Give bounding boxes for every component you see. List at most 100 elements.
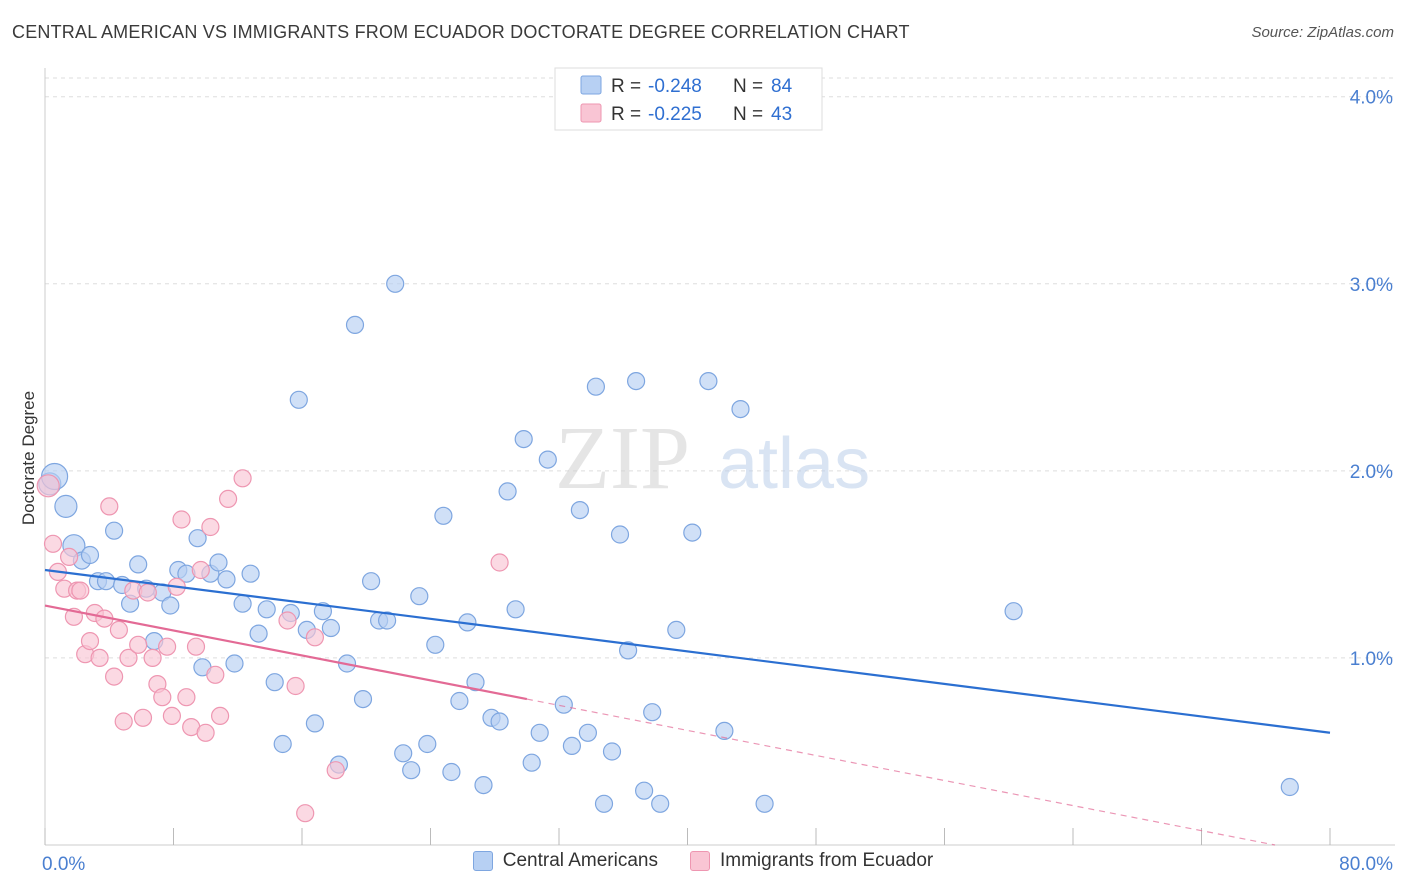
point-ecuador [59, 547, 79, 567]
y-tick-label: 3.0% [1350, 275, 1393, 296]
watermark-zip: ZIP [555, 409, 690, 508]
point-ecuador [296, 804, 315, 823]
point-central-american [699, 372, 718, 391]
point-central-american [755, 794, 774, 813]
point-central-american [570, 501, 590, 520]
point-ecuador [196, 723, 215, 742]
point-central-american [225, 654, 244, 673]
point-central-american [313, 602, 332, 621]
watermark-atlas: atlas [718, 424, 870, 504]
trend-line-ecuador-extension [526, 698, 1276, 846]
point-central-american [626, 372, 646, 391]
point-central-american [394, 744, 413, 763]
legend-n-value-2: 43 [771, 104, 792, 125]
point-central-american [233, 594, 252, 613]
point-central-american [538, 450, 557, 469]
point-ecuador [158, 637, 177, 656]
point-ecuador [177, 688, 196, 707]
point-ecuador [278, 611, 297, 630]
point-ecuador [143, 648, 162, 668]
point-central-american [522, 753, 541, 772]
legend-label-central-americans: Central Americans [502, 850, 658, 871]
legend-n-label-2: N = [733, 104, 763, 125]
y-axis-label: Doctorate Degree [19, 391, 38, 525]
point-ecuador [138, 583, 157, 602]
point-central-american [241, 564, 260, 583]
point-central-american [321, 618, 340, 638]
point-central-american [54, 494, 78, 518]
x-tick-label: 0.0% [42, 854, 85, 875]
point-ecuador [233, 469, 252, 488]
point-central-american [466, 673, 485, 692]
point-central-american [530, 723, 549, 742]
point-central-american [506, 600, 525, 619]
point-central-american [715, 721, 734, 741]
chart-title: CENTRAL AMERICAN VS IMMIGRANTS FROM ECUA… [12, 22, 910, 42]
point-central-american [651, 794, 670, 813]
legend-r-label-2: R = [611, 104, 641, 125]
point-ecuador [219, 489, 238, 508]
point-ecuador [211, 706, 230, 726]
point-ecuador [104, 667, 124, 686]
point-central-american [490, 712, 509, 731]
point-ecuador [172, 510, 191, 529]
point-ecuador [80, 631, 100, 651]
point-central-american [1280, 777, 1299, 797]
point-central-american [418, 734, 437, 754]
point-central-american [554, 695, 573, 714]
point-central-american [683, 523, 702, 542]
point-central-american [434, 506, 453, 525]
point-central-american [402, 761, 421, 780]
point-central-american [594, 794, 614, 813]
point-ecuador [162, 706, 181, 726]
point-central-american [378, 611, 397, 630]
legend-r-value-1: -0.248 [648, 76, 702, 97]
trend-line-ecuador [44, 604, 528, 701]
point-central-american [209, 553, 228, 572]
y-tick-label: 1.0% [1350, 649, 1393, 670]
tick-labels: 1.0% 2.0% 3.0% 4.0% 0.0% 80.0% [42, 88, 1393, 875]
point-central-american [289, 390, 308, 409]
point-ecuador [201, 517, 220, 537]
point-ecuador [114, 712, 133, 731]
legend-swatch-central-americans [472, 851, 493, 871]
point-ecuador [305, 628, 324, 647]
point-ecuador [490, 553, 509, 572]
legend-item-immigrants-ecuador[interactable]: Immigrants from Ecuador [689, 850, 933, 872]
point-ecuador [286, 676, 305, 696]
legend-r-label-1: R = [611, 76, 641, 97]
y-tick-label: 2.0% [1350, 462, 1393, 483]
point-central-american [161, 596, 180, 615]
point-central-american [610, 525, 630, 544]
point-ecuador [153, 688, 172, 707]
point-central-american [562, 736, 582, 756]
point-central-american [602, 742, 622, 761]
point-central-american [618, 641, 638, 660]
point-central-american [667, 620, 686, 640]
point-central-american [273, 734, 292, 754]
point-ecuador [71, 581, 90, 600]
point-ecuador [119, 648, 138, 668]
trend-line-central-americans [44, 568, 1331, 734]
point-central-american [1004, 602, 1023, 621]
point-central-american [249, 624, 268, 643]
legend-swatch-pink [580, 103, 602, 123]
series-legend: Central Americans Immigrants from Ecuado… [0, 850, 1406, 872]
point-central-american [188, 529, 207, 548]
point-central-american [217, 570, 236, 589]
point-ecuador [133, 708, 153, 727]
point-ecuador [191, 560, 210, 580]
point-central-american [450, 691, 469, 711]
point-central-american [305, 714, 324, 733]
point-central-american [731, 400, 750, 419]
point-central-american [586, 377, 606, 396]
legend-item-central-americans[interactable]: Central Americans [472, 850, 658, 872]
point-central-american [96, 572, 116, 591]
point-ecuador [36, 474, 60, 498]
point-ecuador [43, 534, 63, 553]
correlation-legend: R = -0.248 N = 84 R = -0.225 N = 43 [554, 67, 823, 131]
point-central-american [442, 762, 461, 782]
point-ecuador [109, 620, 129, 640]
point-central-american [129, 555, 148, 574]
